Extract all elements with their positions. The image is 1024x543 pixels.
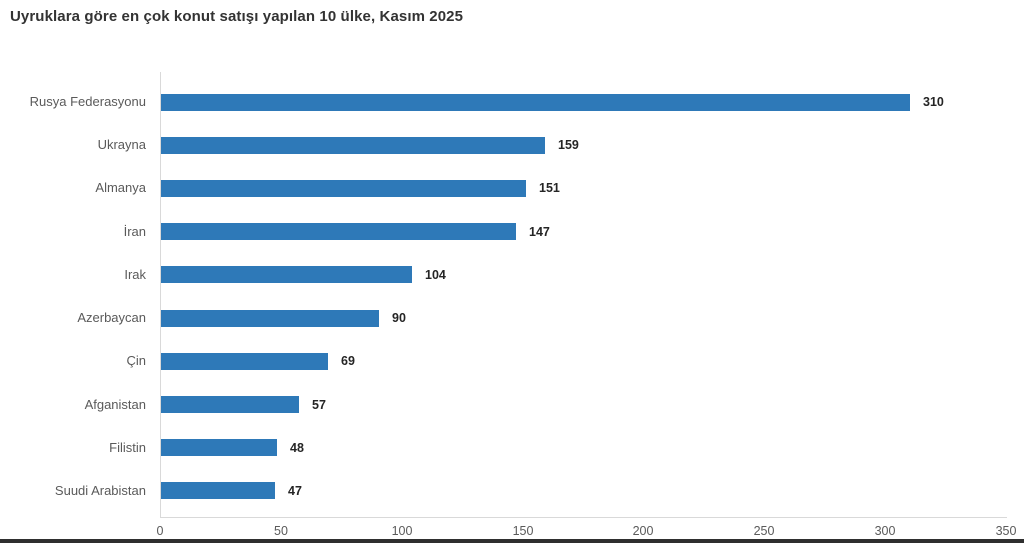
bar bbox=[161, 439, 277, 456]
bar bbox=[161, 310, 379, 327]
category-label: Azerbaycan bbox=[77, 310, 146, 326]
bar bbox=[161, 266, 412, 283]
category-label: Rusya Federasyonu bbox=[29, 94, 146, 109]
value-label: 90 bbox=[392, 311, 406, 326]
x-tick-label: 200 bbox=[632, 524, 654, 538]
value-label: 310 bbox=[923, 95, 944, 109]
bottom-edge-strip bbox=[0, 539, 1024, 543]
value-label: 69 bbox=[341, 354, 355, 369]
bar bbox=[161, 353, 328, 370]
value-label: 151 bbox=[539, 181, 560, 196]
x-axis-line bbox=[160, 517, 1007, 518]
x-tick-label: 100 bbox=[391, 524, 413, 538]
value-label: 48 bbox=[290, 440, 304, 455]
x-tick-label: 0 bbox=[156, 524, 164, 538]
x-tick-label: 300 bbox=[874, 524, 896, 538]
bar bbox=[161, 137, 545, 154]
bar bbox=[161, 94, 910, 111]
category-label: İran bbox=[123, 223, 146, 239]
x-tick-label: 50 bbox=[274, 524, 288, 538]
x-tick-label: 350 bbox=[995, 524, 1017, 538]
value-label: 147 bbox=[529, 224, 550, 239]
category-label: Suudi Arabistan bbox=[54, 482, 146, 498]
chart-title: Uyruklara göre en çok konut satışı yapıl… bbox=[10, 8, 464, 25]
bar bbox=[161, 396, 299, 413]
value-label: 159 bbox=[558, 138, 579, 153]
category-label: Afganistan bbox=[84, 396, 146, 412]
category-label: Irak bbox=[124, 266, 146, 282]
x-tick-label: 250 bbox=[753, 524, 775, 538]
bar bbox=[161, 223, 516, 240]
value-label: 57 bbox=[312, 397, 326, 412]
category-label: Almanya bbox=[95, 180, 146, 196]
y-axis-line bbox=[160, 72, 161, 517]
bar bbox=[161, 180, 526, 197]
category-label: Filistin bbox=[109, 439, 146, 455]
value-label: 47 bbox=[288, 483, 302, 498]
category-label: Çin bbox=[126, 353, 146, 369]
category-label: Ukrayna bbox=[97, 137, 146, 153]
value-label: 104 bbox=[425, 267, 446, 282]
bar bbox=[161, 482, 275, 499]
x-tick-label: 150 bbox=[512, 524, 534, 538]
